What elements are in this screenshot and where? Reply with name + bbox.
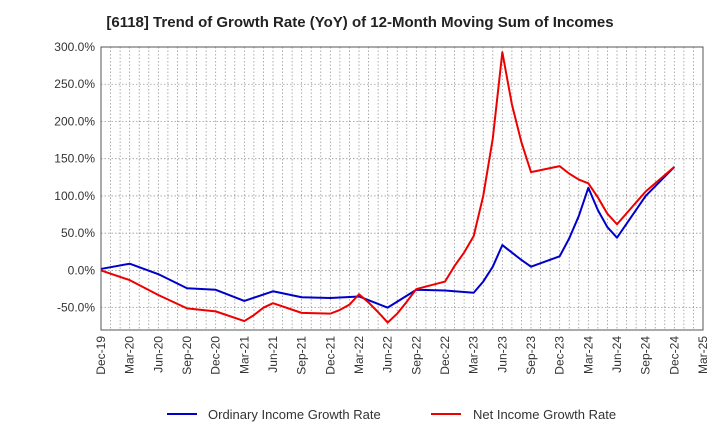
x-tick-label: Jun-20	[151, 336, 165, 373]
x-tick-label: Mar-21	[237, 336, 251, 374]
x-tick-label: Mar-23	[467, 336, 481, 374]
y-tick-label: 0.0%	[68, 263, 96, 277]
x-tick-label: Dec-21	[323, 336, 337, 375]
x-tick-label: Mar-24	[581, 336, 595, 374]
x-tick-label: Sep-22	[409, 336, 423, 375]
x-tick-label: Sep-24	[639, 336, 653, 375]
x-tick-label: Jun-22	[381, 336, 395, 373]
legend-label-2: Net Income Growth Rate	[473, 407, 616, 422]
plot-area	[101, 47, 703, 330]
y-tick-label: 100.0%	[54, 189, 95, 203]
x-tick-label: Dec-24	[667, 336, 681, 375]
legend-label-1: Ordinary Income Growth Rate	[208, 407, 381, 422]
x-tick-label: Jun-24	[610, 336, 624, 373]
y-tick-label: 300.0%	[54, 40, 95, 54]
series-layer	[100, 51, 676, 324]
legend: Ordinary Income Growth Rate Net Income Gr…	[167, 407, 616, 422]
x-tick-label: Sep-20	[180, 336, 194, 375]
x-tick-label: Dec-19	[94, 336, 108, 375]
grid-layer	[100, 46, 704, 330]
y-tick-label: 200.0%	[54, 114, 95, 128]
x-tick-label: Dec-23	[553, 336, 567, 375]
x-tick-label: Mar-20	[123, 336, 137, 374]
chart-title: [6118] Trend of Growth Rate (YoY) of 12-…	[106, 14, 614, 31]
x-tick-label: Dec-20	[209, 336, 223, 375]
plot-border	[100, 46, 704, 331]
x-tick-label: Mar-22	[352, 336, 366, 374]
y-tick-label: 150.0%	[54, 152, 95, 166]
x-tick-label: Mar-25	[696, 336, 710, 374]
x-tick-label: Sep-23	[524, 336, 538, 375]
x-tick-label: Jun-23	[495, 336, 509, 373]
x-tick-label: Sep-21	[295, 336, 309, 375]
x-tick-label: Dec-22	[438, 336, 452, 375]
axis-layer: 300.0% 250.0% 200.0% 150.0% 100.0% 50.0% 0.0% -…	[54, 40, 710, 375]
y-tick-label: 50.0%	[61, 226, 95, 240]
x-tick-label: Jun-21	[266, 336, 280, 373]
y-tick-label: 250.0%	[54, 77, 95, 91]
y-tick-label: -50.0%	[57, 301, 95, 315]
